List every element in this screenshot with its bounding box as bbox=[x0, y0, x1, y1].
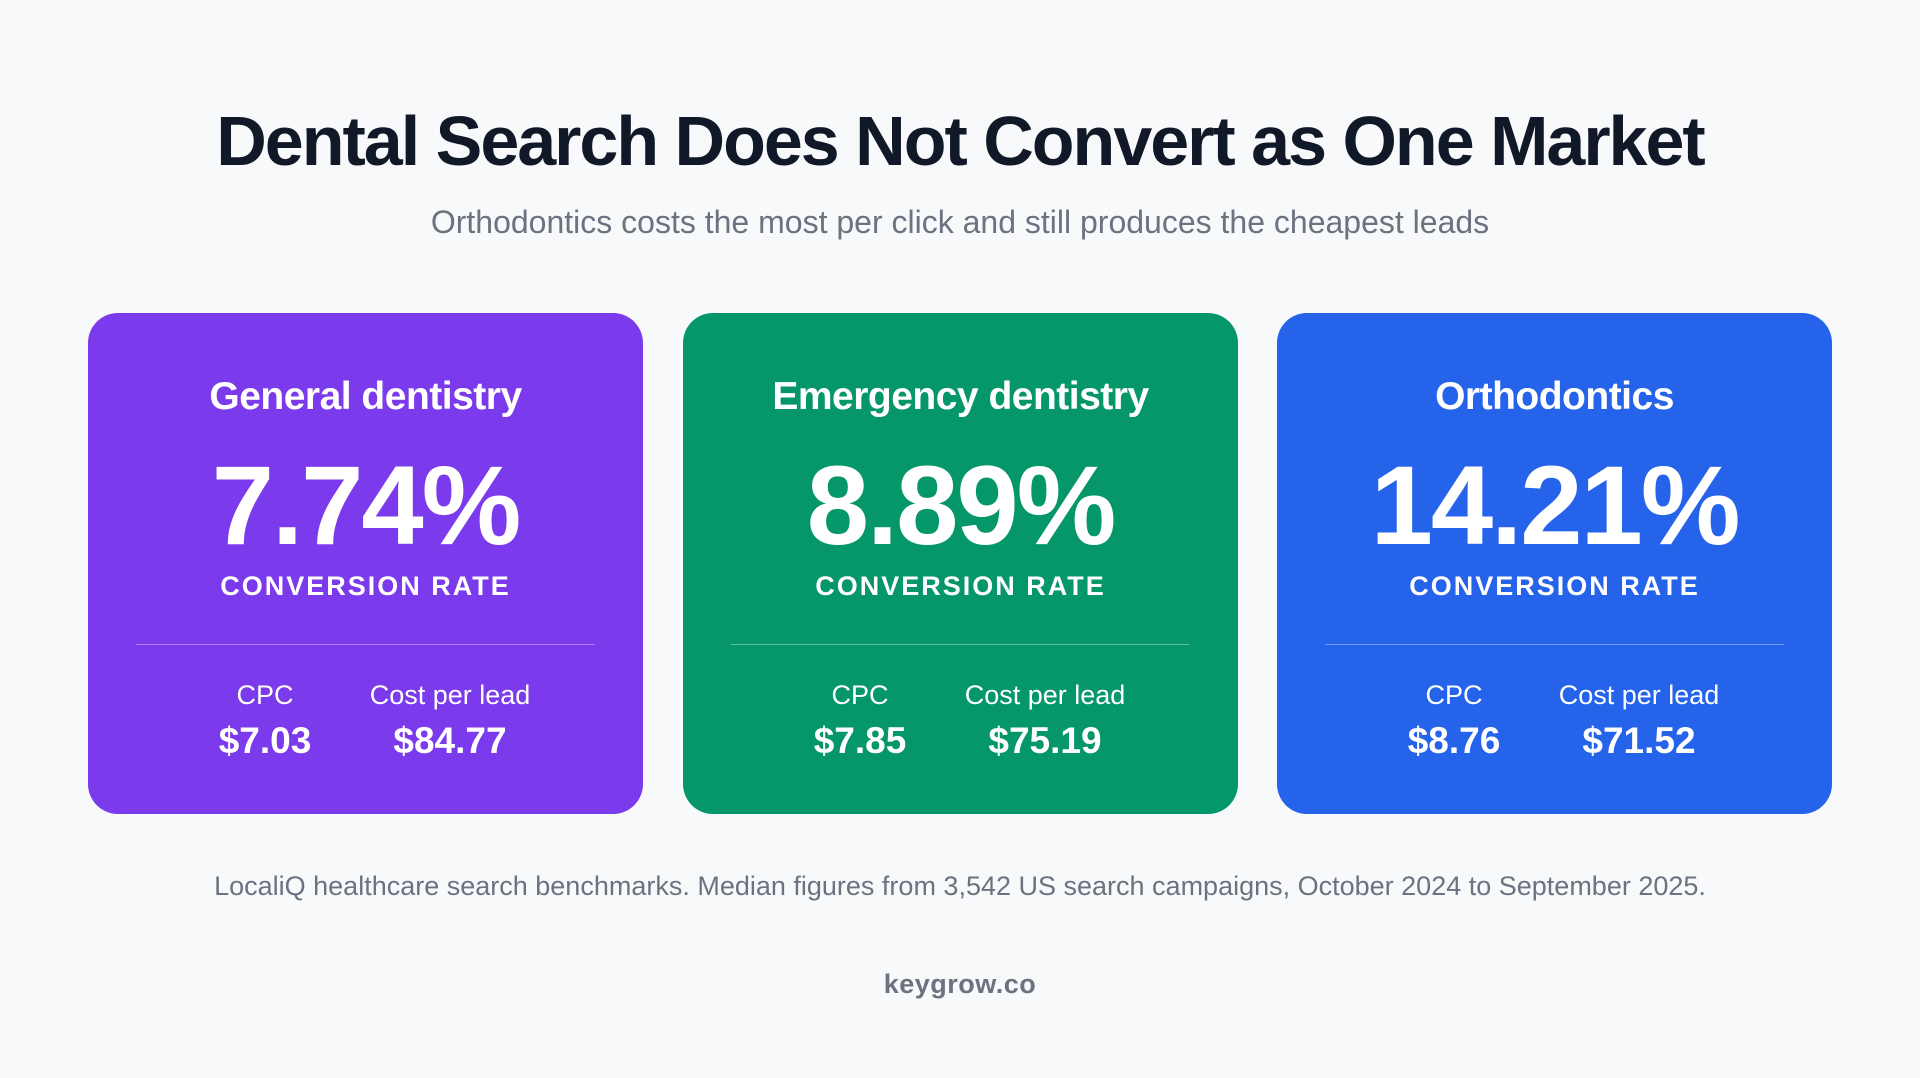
cost-per-lead-label: Cost per lead bbox=[964, 680, 1126, 710]
source-note: LocaliQ healthcare search benchmarks. Me… bbox=[214, 871, 1706, 901]
cost-per-lead-value: $84.77 bbox=[393, 720, 507, 761]
cost-per-lead-value: $71.52 bbox=[1582, 720, 1696, 761]
cost-per-lead-metric: Cost per lead $75.19 bbox=[935, 678, 1155, 762]
conversion-rate-value: 14.21% bbox=[1370, 443, 1741, 568]
cpc-label: CPC bbox=[236, 680, 294, 710]
brand-footer: keygrow.co bbox=[883, 969, 1037, 999]
conversion-rate-label: CONVERSION RATE bbox=[1409, 571, 1700, 601]
card-divider bbox=[1325, 644, 1784, 645]
card-emergency-dentistry: Emergency dentistry 8.89% CONVERSION RAT… bbox=[683, 313, 1238, 814]
cpc-label: CPC bbox=[1425, 680, 1483, 710]
card-orthodontics: Orthodontics 14.21% CONVERSION RATE CPC … bbox=[1277, 313, 1832, 814]
conversion-rate-value: 7.74% bbox=[211, 443, 522, 568]
card-divider bbox=[136, 644, 595, 645]
card-divider bbox=[731, 644, 1190, 645]
cost-per-lead-label: Cost per lead bbox=[1558, 680, 1720, 710]
card-title: Emergency dentistry bbox=[772, 375, 1149, 418]
cost-per-lead-metric: Cost per lead $71.52 bbox=[1529, 678, 1749, 762]
cpc-metric: CPC $8.76 bbox=[1379, 678, 1529, 762]
card-title: Orthodontics bbox=[1435, 375, 1674, 418]
cpc-value: $7.85 bbox=[813, 720, 907, 761]
cpc-label: CPC bbox=[831, 680, 889, 710]
cost-per-lead-label: Cost per lead bbox=[369, 680, 531, 710]
conversion-rate-label: CONVERSION RATE bbox=[815, 571, 1106, 601]
conversion-rate-value: 8.89% bbox=[806, 443, 1117, 568]
page-subtitle: Orthodontics costs the most per click an… bbox=[430, 204, 1490, 240]
stat-cards: General dentistry 7.74% CONVERSION RATE … bbox=[88, 313, 1832, 814]
cpc-metric: CPC $7.03 bbox=[190, 678, 340, 762]
cost-per-lead-value: $75.19 bbox=[988, 720, 1102, 761]
cpc-value: $7.03 bbox=[218, 720, 312, 761]
conversion-rate-label: CONVERSION RATE bbox=[220, 571, 511, 601]
cpc-value: $8.76 bbox=[1407, 720, 1501, 761]
cpc-metric: CPC $7.85 bbox=[785, 678, 935, 762]
card-title: General dentistry bbox=[209, 375, 522, 418]
page-title: Dental Search Does Not Convert as One Ma… bbox=[216, 102, 1705, 180]
cost-per-lead-metric: Cost per lead $84.77 bbox=[340, 678, 560, 762]
card-general-dentistry: General dentistry 7.74% CONVERSION RATE … bbox=[88, 313, 643, 814]
